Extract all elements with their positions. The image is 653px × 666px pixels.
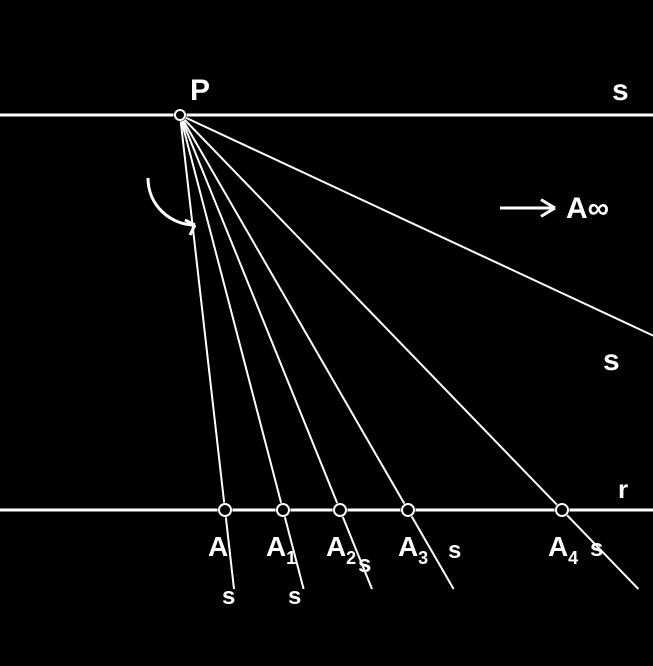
label-P: P bbox=[190, 74, 210, 107]
label-s-A4: s bbox=[590, 535, 603, 562]
label-A1: A bbox=[266, 531, 286, 562]
label-s-A: s bbox=[222, 583, 235, 610]
ray-A1 bbox=[180, 115, 304, 589]
label-s-A3: s bbox=[448, 537, 461, 564]
ray-A2 bbox=[180, 115, 372, 589]
label-s-slant: s bbox=[603, 344, 620, 377]
label-s-A1: s bbox=[288, 583, 301, 610]
label-A: A bbox=[208, 531, 228, 562]
label-A2-sub: 2 bbox=[346, 548, 356, 568]
line-s-slant bbox=[180, 115, 653, 352]
label-A3: A bbox=[398, 531, 418, 562]
label-r: r bbox=[618, 474, 628, 504]
ray-A3 bbox=[180, 115, 454, 589]
label-A2: A bbox=[326, 531, 346, 562]
label-A4-sub: 4 bbox=[568, 548, 578, 568]
label-A3-sub: 3 bbox=[418, 548, 428, 568]
ray-A4 bbox=[180, 115, 638, 589]
label-A4: A bbox=[548, 531, 568, 562]
label-s-A2: s bbox=[358, 551, 371, 578]
ray-A bbox=[180, 115, 234, 589]
label-A1-sub: 1 bbox=[286, 548, 296, 568]
label-s-top: s bbox=[612, 74, 629, 107]
label-Ainf: A∞ bbox=[566, 192, 609, 225]
